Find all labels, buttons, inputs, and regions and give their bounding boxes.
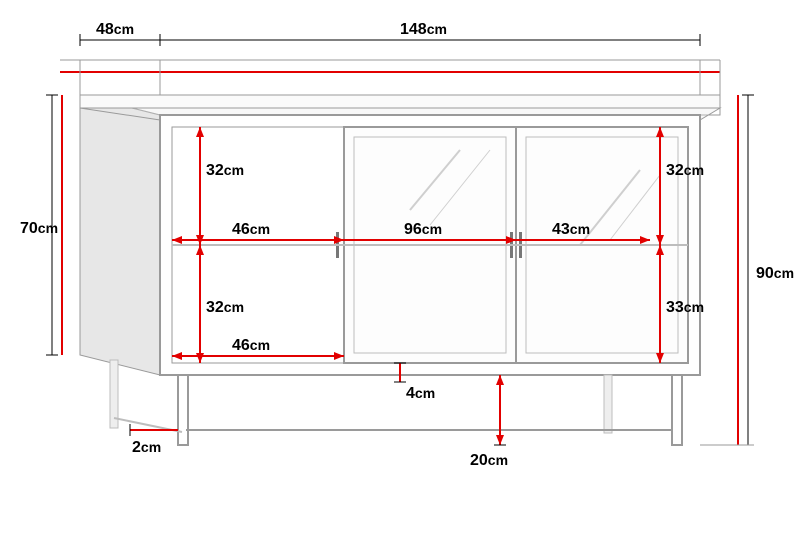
svg-text:32cm: 32cm	[666, 162, 704, 179]
furniture-dimension-diagram: 48cm 148cm	[0, 0, 800, 533]
cab-h: 70	[20, 220, 38, 237]
svg-text:2cm: 2cm	[132, 439, 161, 456]
svg-text:4cm: 4cm	[406, 385, 435, 402]
width-value: 148	[400, 21, 427, 38]
depth-value: 48	[96, 21, 114, 38]
dim-overall-height: 90cm	[700, 95, 794, 445]
dim-cabinet-height: 70cm	[20, 95, 62, 355]
svg-text:46cm: 46cm	[232, 221, 270, 238]
dim-width-top: 148cm	[160, 21, 700, 46]
svg-text:33cm: 33cm	[666, 299, 704, 316]
dim-leg-height: 20cm	[470, 375, 508, 469]
ov-h: 90	[756, 265, 774, 282]
dim-depth-top: 48cm	[80, 21, 160, 46]
svg-text:46cm: 46cm	[232, 337, 270, 354]
dim-shelf-widths: 46cm 96cm 43cm	[172, 221, 650, 244]
svg-text:20cm: 20cm	[470, 452, 508, 469]
svg-text:43cm: 43cm	[552, 221, 590, 238]
unit: cm	[114, 21, 134, 37]
unit: cm	[427, 21, 447, 37]
cabinet-front	[160, 115, 700, 375]
svg-text:70cm: 70cm	[20, 220, 58, 237]
svg-text:96cm: 96cm	[404, 221, 442, 238]
svg-text:48cm: 48cm	[96, 21, 134, 38]
svg-text:32cm: 32cm	[206, 162, 244, 179]
svg-text:32cm: 32cm	[206, 299, 244, 316]
svg-text:90cm: 90cm	[756, 265, 794, 282]
svg-text:148cm: 148cm	[400, 21, 447, 38]
